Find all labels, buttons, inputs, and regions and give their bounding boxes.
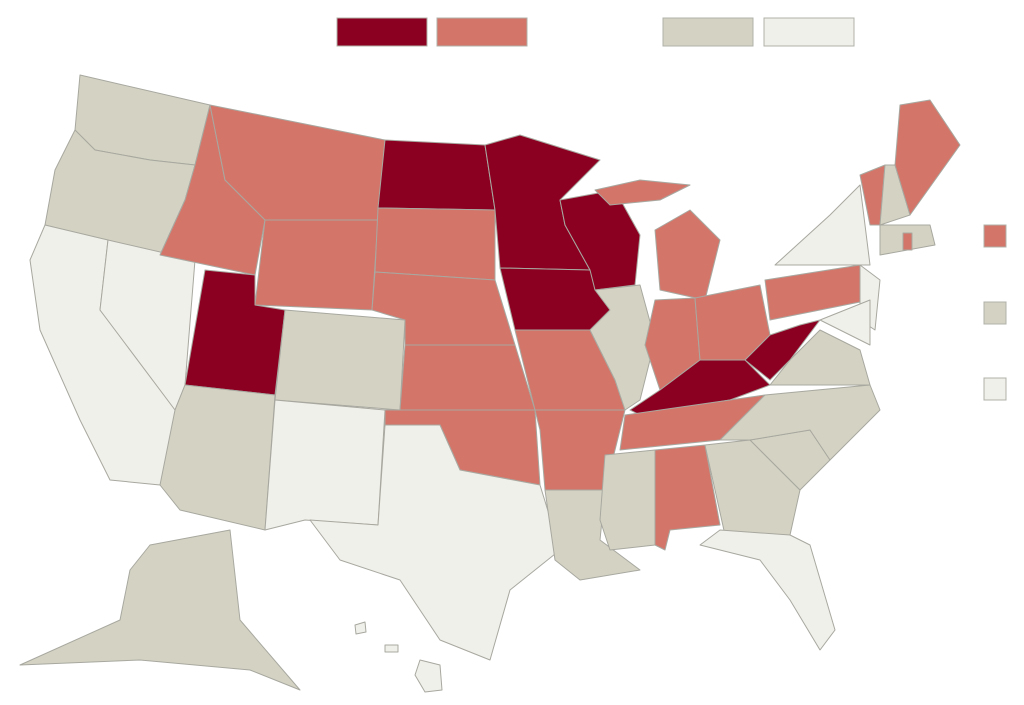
state (894, 99, 961, 216)
legend-swatch (983, 301, 1007, 325)
state (769, 329, 871, 386)
state (374, 207, 496, 281)
state (384, 644, 399, 653)
legend-swatch (336, 17, 428, 47)
state (19, 529, 301, 691)
state (264, 399, 386, 531)
state (819, 299, 871, 346)
state (254, 219, 379, 311)
state (599, 449, 656, 551)
legend-swatch (983, 377, 1007, 401)
legend-swatch (436, 17, 528, 47)
state (274, 309, 406, 411)
state (594, 179, 691, 206)
state (377, 139, 496, 211)
state (159, 384, 276, 531)
state (719, 384, 881, 461)
state (589, 284, 656, 411)
state (902, 232, 913, 251)
top-legend (336, 17, 855, 47)
state (354, 621, 367, 635)
state (309, 424, 561, 661)
legend-swatch (662, 17, 754, 47)
side-legend (983, 224, 1007, 401)
state (399, 344, 536, 411)
legend-swatch (983, 224, 1007, 248)
state (699, 529, 836, 651)
state (654, 209, 721, 301)
state (414, 659, 443, 693)
legend-swatch (763, 17, 855, 47)
state (774, 184, 871, 266)
states (19, 74, 961, 693)
state (704, 439, 801, 536)
